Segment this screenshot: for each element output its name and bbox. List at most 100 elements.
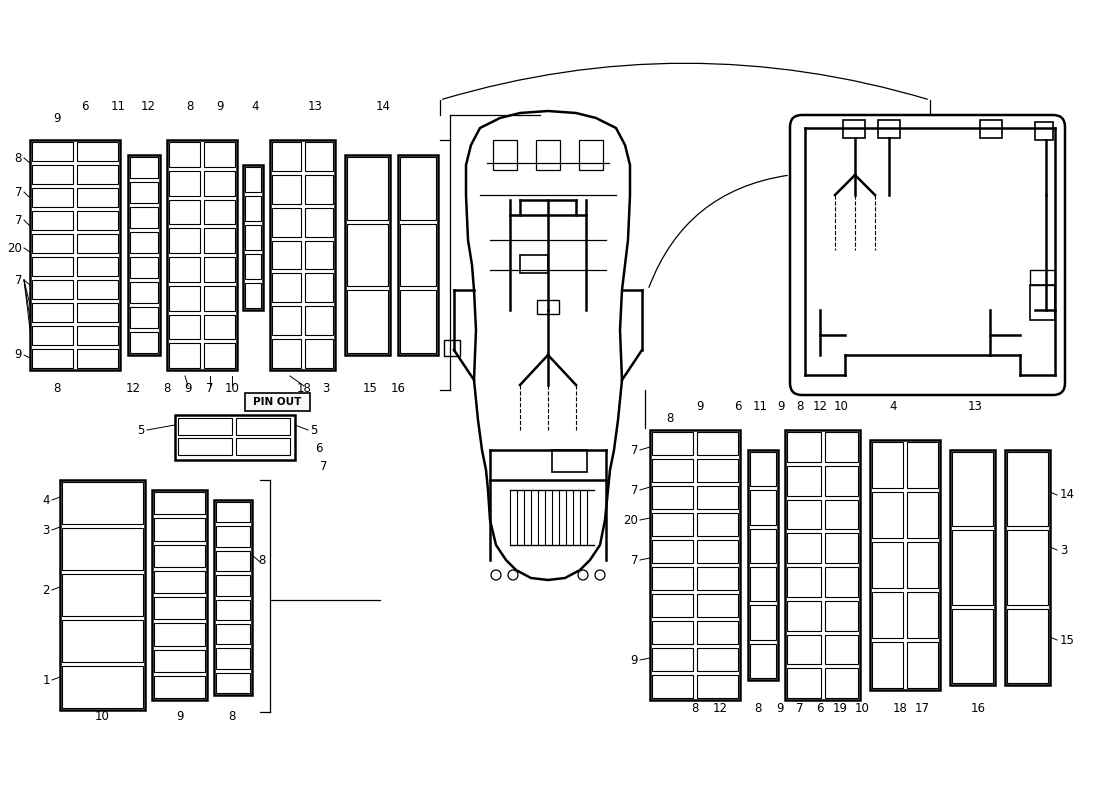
Bar	[77, 303, 118, 322]
Bar	[652, 648, 693, 671]
Bar	[825, 668, 858, 698]
Bar	[786, 432, 821, 462]
Text: 8: 8	[186, 99, 194, 113]
Bar	[272, 274, 300, 302]
Bar	[204, 228, 235, 253]
Bar	[305, 274, 333, 302]
Bar	[346, 290, 388, 353]
Bar	[77, 211, 118, 230]
Bar	[32, 234, 73, 253]
Bar	[154, 676, 205, 698]
Bar	[400, 224, 436, 286]
Text: 7: 7	[630, 483, 638, 497]
Text: 3: 3	[43, 523, 50, 537]
Text: 12: 12	[141, 99, 155, 113]
Bar	[652, 459, 693, 482]
Bar	[77, 234, 118, 253]
Bar	[346, 224, 388, 286]
Bar	[60, 480, 145, 710]
Bar	[952, 530, 993, 605]
Bar	[1005, 450, 1050, 685]
Bar	[77, 349, 118, 368]
Bar	[77, 165, 118, 184]
Bar	[786, 567, 821, 597]
Bar	[154, 570, 205, 593]
Text: 6: 6	[81, 99, 89, 113]
Bar	[62, 620, 143, 662]
Bar	[245, 283, 261, 308]
Bar	[400, 290, 436, 353]
Text: 7: 7	[796, 702, 804, 714]
Text: 7: 7	[14, 186, 22, 198]
Bar	[786, 634, 821, 664]
Bar	[697, 513, 738, 536]
Bar	[154, 597, 205, 619]
Bar	[216, 673, 250, 693]
Bar	[272, 241, 300, 270]
Bar	[825, 567, 858, 597]
Bar	[236, 438, 290, 455]
Bar	[272, 142, 300, 171]
Bar	[952, 452, 993, 526]
Bar	[169, 170, 200, 195]
Bar	[748, 450, 778, 680]
Text: 18: 18	[892, 702, 907, 714]
Bar	[908, 492, 938, 538]
Bar	[908, 542, 938, 588]
Bar	[872, 442, 903, 488]
Bar	[520, 255, 548, 273]
Bar	[697, 567, 738, 590]
Bar	[825, 432, 858, 462]
Bar	[652, 432, 693, 455]
Bar	[843, 120, 865, 138]
Bar	[650, 430, 740, 700]
Text: 12: 12	[813, 399, 827, 413]
Bar	[305, 175, 333, 204]
Bar	[169, 228, 200, 253]
Bar	[305, 142, 333, 171]
Bar	[697, 621, 738, 644]
Bar	[697, 594, 738, 617]
Text: 8: 8	[14, 151, 22, 165]
Bar	[398, 155, 438, 355]
Bar	[169, 314, 200, 339]
Text: 13: 13	[308, 99, 322, 113]
Bar	[130, 257, 158, 278]
Bar	[128, 155, 160, 355]
Bar	[786, 668, 821, 698]
Bar	[175, 415, 295, 460]
Text: 10: 10	[224, 382, 240, 394]
Text: 7: 7	[14, 274, 22, 286]
Bar	[536, 140, 560, 170]
Text: 3: 3	[322, 382, 330, 394]
Bar	[537, 300, 559, 314]
Bar	[786, 499, 821, 530]
Bar	[750, 644, 776, 678]
Bar	[750, 529, 776, 563]
Text: 15: 15	[363, 382, 377, 394]
Bar	[697, 459, 738, 482]
Bar	[305, 241, 333, 270]
Bar	[178, 438, 232, 455]
Text: 7: 7	[630, 443, 638, 457]
Text: PIN OUT: PIN OUT	[253, 397, 301, 407]
Bar	[785, 430, 860, 700]
Text: 14: 14	[375, 99, 390, 113]
Bar	[62, 574, 143, 616]
Text: 8: 8	[229, 710, 235, 723]
Text: 8: 8	[163, 382, 170, 394]
Bar	[130, 182, 158, 203]
Bar	[1006, 530, 1048, 605]
Text: 8: 8	[796, 399, 804, 413]
Bar	[154, 492, 205, 514]
Bar	[204, 314, 235, 339]
Bar	[872, 542, 903, 588]
Text: 9: 9	[176, 710, 184, 723]
Bar	[204, 257, 235, 282]
Text: 12: 12	[125, 382, 141, 394]
Bar	[825, 499, 858, 530]
Bar	[245, 167, 261, 192]
Text: 9: 9	[53, 111, 60, 125]
Bar	[77, 280, 118, 299]
Bar	[30, 140, 120, 370]
